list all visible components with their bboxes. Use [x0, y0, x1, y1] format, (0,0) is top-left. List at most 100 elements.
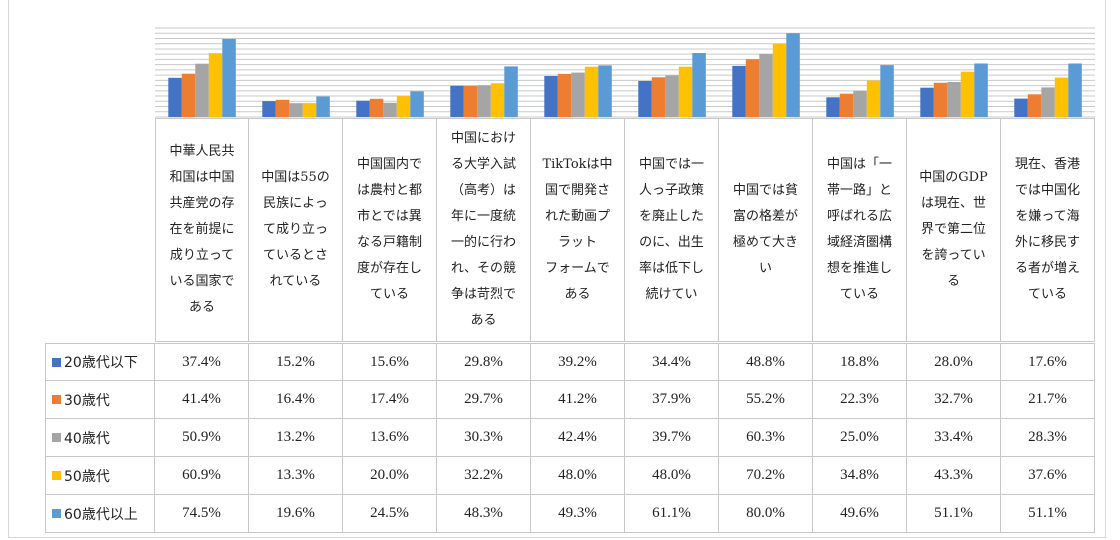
category-label: 中国のGDP は現在、世界で第二位を誇っている中国のGDP は現在、世界で第二位を誇…: [907, 118, 1001, 342]
bar: [477, 85, 491, 117]
category-label-line: 和国は中国: [169, 170, 235, 185]
legend-label: 30歳代: [64, 392, 110, 409]
bar-chart: [155, 27, 1095, 118]
bar: [947, 82, 961, 117]
table-row: 50歳代 60.9% 13.3% 20.0% 32.2% 48.0% 48.0% 70.2% 3…: [45, 457, 1095, 495]
category-label-line: 外に移民す: [1014, 235, 1080, 250]
category-label-line: 成り立って: [169, 248, 235, 263]
table-row: 60歳代以上 74.5% 19.6% 24.5% 48.3% 49.3% 61.1% 80.0…: [45, 495, 1095, 533]
bar: [759, 53, 773, 117]
data-label: 61.1%: [625, 495, 719, 533]
category-label-line: 呼ばれる広: [826, 209, 892, 224]
data-label: 37.4%: [155, 343, 249, 381]
data-label: 28.0%: [907, 343, 1001, 381]
category-label-line: TikTokは中: [542, 157, 613, 172]
data-label: 51.1%: [1001, 495, 1095, 533]
bar: [383, 102, 397, 117]
data-label: 20.0%: [343, 457, 437, 495]
data-label: 42.4%: [531, 419, 625, 457]
category-label-lines: 中国のGDP は現在、世 界で第二位 を誇っている: [919, 165, 988, 295]
bar: [289, 103, 303, 117]
category-label: 中国は「一帯一路」と呼ばれる広域経済圏構想を推進している中国は「一帯一路」と呼ば…: [813, 118, 907, 342]
category-label-lines: 現在、香港 では中国化 を嫌って海 外に移民す る者が増え ている: [1015, 152, 1080, 308]
data-label: 37.6%: [1001, 457, 1095, 495]
bar: [665, 75, 679, 117]
category-label-line: 続けてい: [645, 287, 698, 302]
category-label-line: 中国におけ: [450, 131, 516, 146]
category-label-lines: 中国におけ る大学入試 （高考）は 年に一度統 一的に行わ れ、その競 争は苛烈で ある: [451, 126, 516, 334]
category-label-line: 中国のGDP: [919, 170, 988, 185]
bar: [410, 91, 424, 117]
data-label: 21.7%: [1001, 381, 1095, 419]
category-label: TikTokは中国で開発された動画プラットフォームであるTikTokは中国で開発…: [531, 118, 625, 342]
bar: [933, 82, 948, 117]
category-label-line: 民族によっ: [263, 196, 328, 211]
bar: [974, 63, 988, 117]
bar: [692, 53, 706, 117]
category-label-line: 界で第二位: [920, 222, 986, 237]
bar: [745, 59, 760, 117]
chart-frame: [8, 0, 1106, 538]
category-label-line: を廃止した: [638, 209, 704, 224]
bar: [598, 65, 612, 117]
category-label-line: は農村と都: [356, 183, 422, 198]
data-label: 32.7%: [907, 381, 1001, 419]
category-label-line: い: [758, 261, 772, 276]
category-label-line: 中国国内で: [356, 157, 422, 172]
bar: [732, 65, 746, 117]
legend-swatch: [52, 357, 61, 367]
category-label-line: れ、その競: [450, 261, 517, 276]
category-label-line: 市とでは異: [357, 209, 422, 224]
bar: [490, 83, 505, 117]
data-label: 51.1%: [907, 495, 1001, 533]
category-label-line: を誇ってい: [921, 248, 986, 263]
category-label-line: ある: [564, 287, 591, 302]
bar: [557, 73, 572, 117]
bars: [168, 33, 1082, 118]
bar: [651, 77, 666, 117]
category-label-line: のに、出生: [639, 235, 704, 250]
legend-label: 50歳代: [64, 468, 110, 485]
category-label-line: る: [946, 274, 960, 289]
category-label-line: れている: [269, 274, 322, 289]
data-label: 19.6%: [249, 495, 343, 533]
category-label: 中国では貧富の格差が極めて大きい中国では貧富の格差が極めて大きい: [719, 118, 813, 342]
category-label-line: を嫌って海: [1015, 209, 1080, 224]
data-label: 13.3%: [249, 457, 343, 495]
data-label: 34.4%: [625, 343, 719, 381]
category-label-line: なる戸籍制: [356, 235, 422, 250]
category-label-line: 富の格差が: [732, 209, 798, 224]
data-label: 48.8%: [719, 343, 813, 381]
bar: [678, 66, 693, 117]
category-label-line: る者が増え: [1014, 261, 1080, 276]
bar: [1014, 98, 1028, 117]
data-label: 74.5%: [155, 495, 249, 533]
category-label: 中国では一人っ子政策を廃止したのに、出生率は低下し続けてい中国では一人っ子政策を…: [625, 118, 719, 342]
data-label: 15.2%: [249, 343, 343, 381]
category-label-line: ている: [369, 287, 409, 302]
data-label: 33.4%: [907, 419, 1001, 457]
data-label: 32.2%: [437, 457, 531, 495]
data-label: 80.0%: [719, 495, 813, 533]
category-label-line: 帯一路」と: [826, 183, 892, 198]
data-label: 18.8%: [813, 343, 907, 381]
data-label: 29.7%: [437, 381, 531, 419]
category-label: 現在、香港では中国化を嫌って海外に移民する者が増えている現在、香港では中国化を嫌…: [1001, 118, 1095, 342]
table-row: 30歳代 41.4% 16.4% 17.4% 29.7% 41.2% 37.9% 55.2% 2…: [45, 381, 1095, 419]
data-label: 60.9%: [155, 457, 249, 495]
bar: [369, 98, 384, 117]
data-label: 39.7%: [625, 419, 719, 457]
category-label-line: いる国家で: [169, 274, 235, 289]
bar: [208, 53, 223, 117]
category-label-line: 中華人民共: [169, 144, 235, 159]
data-label: 49.6%: [813, 495, 907, 533]
category-label-line: ある: [470, 313, 497, 328]
bar: [275, 99, 290, 117]
category-label-line: ている: [1027, 287, 1067, 302]
bar: [302, 103, 317, 117]
data-label: 49.3%: [531, 495, 625, 533]
category-label-line: 中国では一: [638, 157, 704, 172]
category-label-row: 中華人民共和国は中国共産党の存在を前提に成り立っている国家である中華人民共和国は…: [155, 118, 1095, 342]
data-label: 24.5%: [343, 495, 437, 533]
